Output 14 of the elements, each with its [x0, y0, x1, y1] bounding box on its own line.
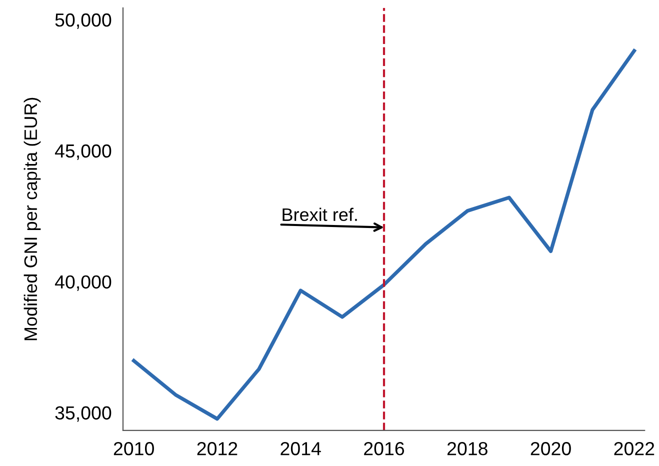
x-tick-label: 2012: [197, 442, 238, 456]
y-tick-label: 35,000: [55, 406, 112, 422]
x-tick-label: 2016: [364, 442, 404, 456]
x-tick-label: 2022: [614, 442, 654, 456]
x-tick-label: 2018: [447, 442, 488, 456]
annotation: Brexit ref.: [282, 208, 357, 222]
x-tick-label: 2020: [530, 442, 571, 456]
x-tick-label: 2010: [114, 442, 154, 456]
y-tick-label: 45,000: [54, 144, 112, 160]
y-tick-label: 50,000: [55, 13, 112, 29]
y-tick-label: 40,000: [54, 275, 112, 291]
line-series: [132, 49, 636, 421]
x-tick-label: 2014: [280, 442, 321, 456]
y-axis-title: Modified GNI per capita (EUR): [24, 98, 41, 340]
